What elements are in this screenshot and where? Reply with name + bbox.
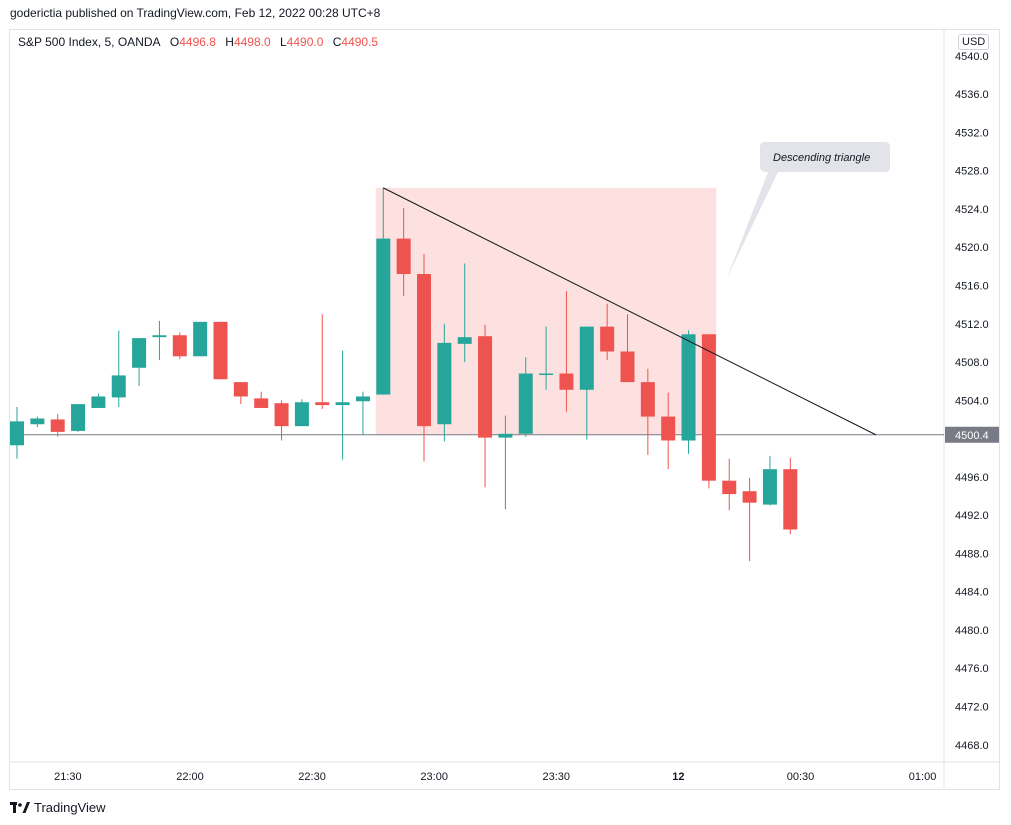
time-tick-label: 21:30 xyxy=(54,771,82,783)
price-tick-label: 4472.0 xyxy=(955,702,989,714)
price-tick-label: 4532.0 xyxy=(955,127,989,139)
candle-body[interactable] xyxy=(152,335,167,338)
publish-info: goderictia published on TradingView.com,… xyxy=(10,6,381,20)
candle-body[interactable] xyxy=(437,342,452,425)
price-tick-label: 4516.0 xyxy=(955,280,989,292)
candle-body[interactable] xyxy=(457,337,472,344)
candle-body[interactable] xyxy=(335,402,350,406)
candle-body[interactable] xyxy=(579,326,594,390)
price-tick-label: 4492.0 xyxy=(955,510,989,522)
time-tick-label: 22:00 xyxy=(176,771,204,783)
candle-body[interactable] xyxy=(91,396,106,408)
open-label: O xyxy=(169,35,180,49)
candle-body[interactable] xyxy=(722,480,737,495)
time-tick-label: 22:30 xyxy=(298,771,326,783)
candle-body[interactable] xyxy=(193,321,208,357)
candle-body[interactable] xyxy=(681,334,696,441)
candle-body[interactable] xyxy=(294,402,309,427)
footer-brand: TradingView xyxy=(10,800,106,815)
price-tick-label: 4476.0 xyxy=(955,663,989,675)
price-tick-label: 4468.0 xyxy=(955,740,989,752)
close-value: 4490.5 xyxy=(341,35,379,49)
time-tick-label: 12 xyxy=(672,771,684,783)
candle-body[interactable] xyxy=(132,338,147,368)
candle-body[interactable] xyxy=(559,373,574,390)
triangle-zone xyxy=(375,187,717,435)
close-label: C xyxy=(332,35,342,49)
price-tick-label: 4512.0 xyxy=(955,319,989,331)
candle-body[interactable] xyxy=(539,373,554,376)
time-tick-label: 23:30 xyxy=(543,771,571,783)
candle-body[interactable] xyxy=(254,398,269,408)
candle-body[interactable] xyxy=(233,382,248,397)
candle-body[interactable] xyxy=(355,396,370,402)
tradingview-logo-icon xyxy=(10,801,30,813)
candle-body[interactable] xyxy=(30,418,45,425)
price-tick-label: 4508.0 xyxy=(955,357,989,369)
last-price-badge xyxy=(945,426,999,443)
price-tick-label: 4540.0 xyxy=(955,51,989,63)
candle-body[interactable] xyxy=(600,326,615,352)
candle-body[interactable] xyxy=(620,351,635,383)
price-tick-label: 4480.0 xyxy=(955,625,989,637)
time-tick-label: 23:00 xyxy=(420,771,448,783)
candle-body[interactable] xyxy=(478,336,493,438)
price-tick-label: 4484.0 xyxy=(955,587,989,599)
candle-body[interactable] xyxy=(640,382,655,417)
candle-body[interactable] xyxy=(376,238,391,395)
currency-button[interactable]: USD xyxy=(958,34,990,50)
candle-body[interactable] xyxy=(518,373,533,434)
low-label: L xyxy=(279,35,287,49)
price-tick-label: 4524.0 xyxy=(955,204,989,216)
price-tick-label: 4504.0 xyxy=(955,395,989,407)
price-tick-label: 4520.0 xyxy=(955,242,989,254)
candle-body[interactable] xyxy=(172,335,187,357)
candle-body[interactable] xyxy=(71,404,86,431)
candle-body[interactable] xyxy=(213,321,228,380)
price-tick-label: 4528.0 xyxy=(955,166,989,178)
candle-body[interactable] xyxy=(50,419,65,432)
chart-frame xyxy=(9,29,1000,790)
candle-body[interactable] xyxy=(701,334,716,481)
candle-body[interactable] xyxy=(417,274,431,427)
candle-body[interactable] xyxy=(111,375,126,398)
price-tick-label: 4536.0 xyxy=(955,89,989,101)
high-label: H xyxy=(225,35,234,49)
brand-name: TradingView xyxy=(34,800,106,815)
high-value: 4498.0 xyxy=(233,35,271,49)
ohlc-legend: S&P 500 Index, 5, OANDA O4496.8 H4498.0 … xyxy=(18,35,384,49)
descending-trendline[interactable] xyxy=(383,187,876,436)
candle-body[interactable] xyxy=(762,469,777,505)
candle-body[interactable] xyxy=(742,491,757,503)
candle-body[interactable] xyxy=(396,238,411,274)
time-tick-label: 00:30 xyxy=(787,771,815,783)
candle-body[interactable] xyxy=(783,469,798,530)
callout-bubble[interactable] xyxy=(727,142,890,278)
candle-body[interactable] xyxy=(661,416,676,441)
symbol-name[interactable]: S&P 500 Index, 5, OANDA xyxy=(18,35,161,49)
candle-body[interactable] xyxy=(274,403,289,427)
price-tick-label: 4496.0 xyxy=(955,472,989,484)
candle-body[interactable] xyxy=(10,421,24,446)
open-value: 4496.8 xyxy=(179,35,216,49)
callout-label: Descending triangle xyxy=(773,152,870,164)
time-tick-label: 01:00 xyxy=(909,771,937,783)
low-value: 4490.0 xyxy=(286,35,324,49)
candle-body[interactable] xyxy=(498,433,513,438)
price-tick-label: 4488.0 xyxy=(955,548,989,560)
last-price-value: 4500.4 xyxy=(955,430,989,442)
candle-body[interactable] xyxy=(315,402,330,406)
